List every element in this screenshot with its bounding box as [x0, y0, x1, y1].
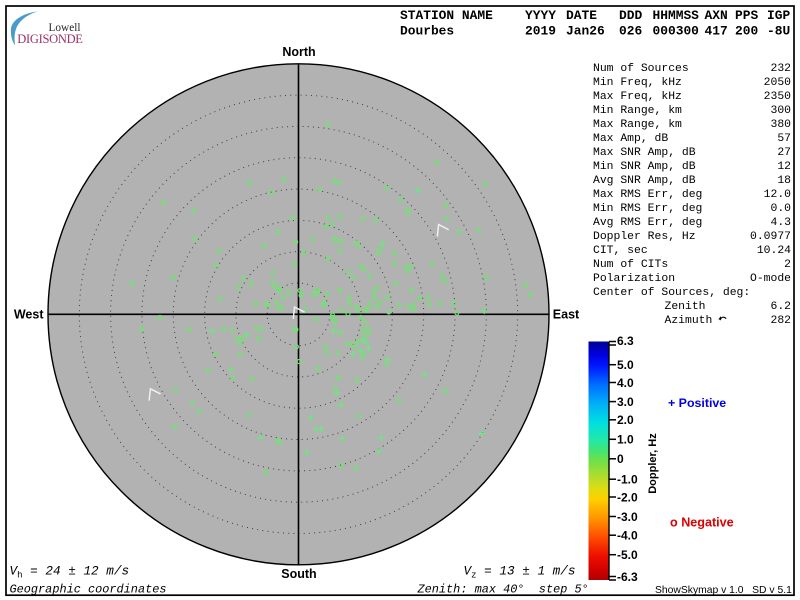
- svg-text:2: 2: [784, 259, 791, 271]
- svg-text:Num of CITs: Num of CITs: [593, 259, 668, 271]
- svg-text:Azimuth: Azimuth: [665, 315, 713, 327]
- svg-text:Avg SNR Amp, dB: Avg SNR Amp, dB: [593, 175, 696, 187]
- svg-text:-4.0: -4.0: [617, 529, 638, 543]
- svg-text:232: 232: [770, 63, 791, 75]
- svg-text:Max SNR Amp, dB: Max SNR Amp, dB: [593, 147, 696, 159]
- svg-text:Doppler, Hz: Doppler, Hz: [647, 433, 659, 494]
- svg-text:Min Range, km: Min Range, km: [593, 105, 682, 117]
- svg-text:-1.0: -1.0: [617, 473, 638, 487]
- svg-text:Zenith: Zenith: [665, 301, 706, 313]
- svg-text:Polarization: Polarization: [593, 273, 675, 285]
- svg-text:6.2: 6.2: [770, 301, 791, 313]
- svg-text:12: 12: [777, 161, 791, 173]
- svg-text:Max Amp, dB: Max Amp, dB: [593, 133, 668, 145]
- svg-text:-3.0: -3.0: [617, 510, 638, 524]
- svg-text:Max Range, km: Max Range, km: [593, 119, 682, 131]
- svg-text:Min Freq, kHz: Min Freq, kHz: [593, 77, 682, 89]
- svg-text:380: 380: [770, 119, 791, 131]
- svg-text:Num of Sources: Num of Sources: [593, 63, 689, 75]
- svg-text:ShowSkymap v 1.0 SD v 5.1: ShowSkymap v 1.0 SD v 5.1: [655, 585, 792, 596]
- svg-text:0.0: 0.0: [770, 203, 791, 215]
- svg-text:Max Freq, kHz: Max Freq, kHz: [593, 91, 682, 103]
- svg-text:2.0: 2.0: [617, 413, 634, 427]
- svg-text:-2.0: -2.0: [617, 490, 638, 504]
- svg-text:12.0: 12.0: [764, 189, 792, 201]
- svg-text:5.0: 5.0: [617, 358, 634, 372]
- svg-text:Min SNR Amp, dB: Min SNR Amp, dB: [593, 161, 696, 173]
- svg-text:3.0: 3.0: [617, 395, 634, 409]
- svg-text:57: 57: [777, 133, 791, 145]
- svg-text:Zenith: max 40° step 5°: Zenith: max 40° step 5°: [417, 582, 589, 596]
- svg-text:Avg RMS Err, deg: Avg RMS Err, deg: [593, 217, 702, 229]
- svg-text:North: North: [282, 45, 315, 59]
- svg-text:South: South: [281, 567, 316, 581]
- svg-text:Geographic coordinates: Geographic coordinates: [10, 582, 167, 596]
- svg-text:Doppler Res, Hz: Doppler Res, Hz: [593, 231, 696, 243]
- svg-text:1.0: 1.0: [617, 433, 634, 447]
- svg-text:Vz = 13 ± 1 m/s: Vz = 13 ± 1 m/s: [464, 564, 576, 581]
- svg-text:282: 282: [770, 315, 791, 327]
- svg-text:West: West: [14, 307, 44, 321]
- svg-text:4.3: 4.3: [770, 217, 791, 229]
- svg-text:4.0: 4.0: [617, 376, 634, 390]
- svg-text:10.24: 10.24: [757, 245, 791, 257]
- svg-text:Center of Sources, deg:: Center of Sources, deg:: [593, 287, 750, 299]
- svg-text:300: 300: [770, 105, 791, 117]
- svg-text:-5.0: -5.0: [617, 548, 638, 562]
- svg-text:O-mode: O-mode: [750, 273, 791, 285]
- svg-text:-6.3: -6.3: [617, 570, 638, 584]
- svg-text:Min RMS Err, deg: Min RMS Err, deg: [593, 203, 702, 215]
- svg-text:Max RMS Err, deg: Max RMS Err, deg: [593, 189, 702, 201]
- svg-text:East: East: [553, 307, 580, 321]
- svg-text:18: 18: [777, 175, 791, 187]
- svg-text:Vh = 24 ± 12 m/s: Vh = 24 ± 12 m/s: [10, 564, 130, 581]
- svg-text:Lowell: Lowell: [49, 22, 81, 34]
- svg-text:2350: 2350: [764, 91, 792, 103]
- svg-text:DIGISONDE: DIGISONDE: [17, 32, 83, 46]
- svg-text:0: 0: [617, 452, 624, 466]
- svg-text:6.3: 6.3: [617, 334, 634, 348]
- svg-text:2050: 2050: [764, 77, 792, 89]
- svg-text:+ Positive: + Positive: [668, 396, 726, 410]
- svg-text:o Negative: o Negative: [670, 516, 734, 530]
- svg-text:27: 27: [777, 147, 791, 159]
- svg-text:0.0977: 0.0977: [750, 231, 791, 243]
- svg-text:CIT, sec: CIT, sec: [593, 245, 648, 257]
